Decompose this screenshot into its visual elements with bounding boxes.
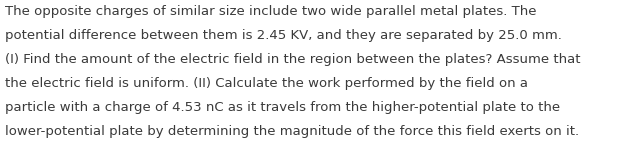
Text: The opposite charges of similar size include two wide parallel metal plates. The: The opposite charges of similar size inc…: [5, 5, 536, 18]
Text: potential difference between them is 2.45 KV, and they are separated by 25.0 mm.: potential difference between them is 2.4…: [5, 29, 562, 42]
Text: (I) Find the amount of the electric field in the region between the plates? Assu: (I) Find the amount of the electric fiel…: [5, 53, 580, 66]
Text: particle with a charge of 4.53 nC as it travels from the higher-potential plate : particle with a charge of 4.53 nC as it …: [5, 101, 560, 114]
Text: lower-potential plate by determining the magnitude of the force this field exert: lower-potential plate by determining the…: [5, 125, 579, 138]
Text: the electric field is uniform. (II) Calculate the work performed by the field on: the electric field is uniform. (II) Calc…: [5, 77, 528, 90]
